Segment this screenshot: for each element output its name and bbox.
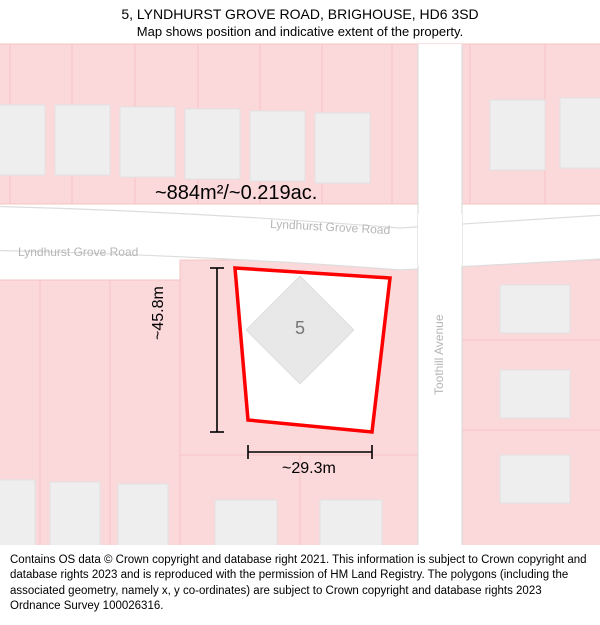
header: 5, LYNDHURST GROVE ROAD, BRIGHOUSE, HD6 … [0,0,600,43]
page-title: 5, LYNDHURST GROVE ROAD, BRIGHOUSE, HD6 … [10,6,590,22]
area-label: ~884m²/~0.219ac. [155,182,317,205]
dim-height-label: ~45.8m [150,286,168,340]
map-canvas: ~884m²/~0.219ac. ~45.8m ~29.3m 5 Lyndhur… [0,0,600,545]
house-number: 5 [295,318,305,339]
page-subtitle: Map shows position and indicative extent… [10,24,590,39]
buildings-left [0,480,168,545]
dim-width-label: ~29.3m [282,460,336,478]
buildings-top [0,98,600,183]
road-label-h1: Lyndhurst Grove Road [18,245,138,259]
road-label-v: Toothill Avenue [432,314,446,395]
buildings-right [500,285,570,503]
footer-copyright: Contains OS data © Crown copyright and d… [0,547,600,625]
subject-property [235,268,390,432]
